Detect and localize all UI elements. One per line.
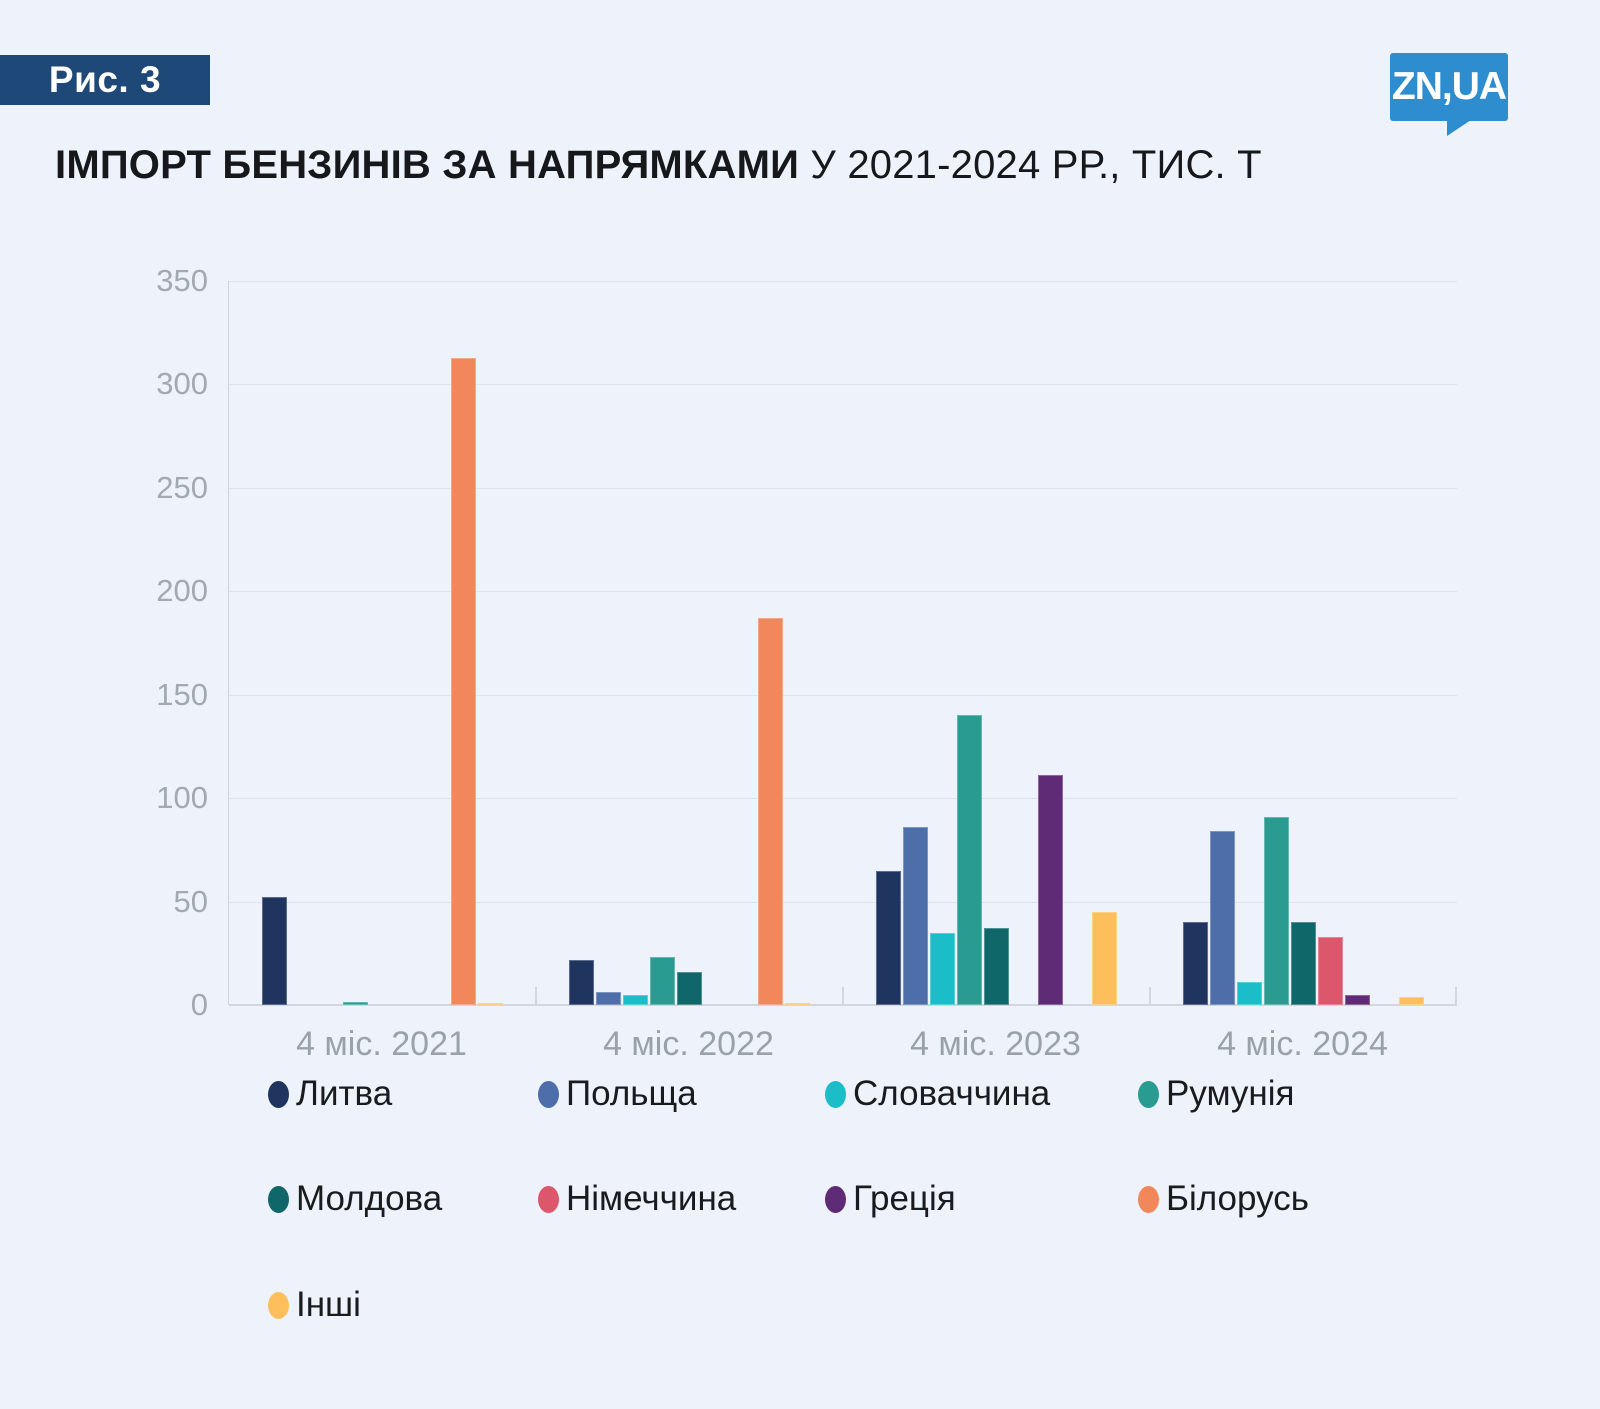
axis-tick [1455, 987, 1457, 1005]
legend-swatch [268, 1080, 289, 1108]
axis-tick [842, 987, 844, 1005]
x-axis-category-label: 4 міс. 2024 [1217, 1025, 1388, 1063]
legend-label: Литва [296, 1074, 393, 1113]
bar [1237, 982, 1262, 1005]
legend-label: Польща [566, 1074, 697, 1113]
bar [569, 959, 594, 1005]
legend-row: Інші [0, 1285, 1600, 1324]
gridline [229, 487, 1457, 489]
bar [1345, 994, 1370, 1005]
legend-row: Литва Польща Словаччина Румунія [0, 1074, 1600, 1113]
legend-item: Польща [538, 1074, 697, 1113]
legend-label: Греція [853, 1179, 956, 1218]
x-axis-category-label: 4 міс. 2023 [910, 1025, 1081, 1063]
logo-tail-icon [1447, 120, 1471, 136]
legend-label: Інші [296, 1285, 361, 1324]
page-title: ІМПОРТ БЕНЗИНІВ ЗА НАПРЯМКАМИ У 2021-202… [55, 143, 1455, 188]
gridline [229, 384, 1457, 386]
y-axis-tick-label: 50 [173, 883, 208, 919]
legend-item: Білорусь [1138, 1179, 1309, 1218]
bar [262, 897, 287, 1005]
legend-row: Молдова Німеччина Греція Білорусь [0, 1179, 1600, 1218]
bar [623, 994, 648, 1005]
axis-tick [1149, 987, 1151, 1005]
title-emphasis: ІМПОРТ БЕНЗИНІВ ЗА НАПРЯМКАМИ [55, 143, 800, 187]
bar [1399, 996, 1424, 1005]
legend-item: Молдова [268, 1179, 443, 1218]
bar [903, 827, 928, 1005]
y-axis-tick-label: 250 [156, 469, 208, 505]
gridline [229, 281, 1457, 282]
legend-swatch [538, 1185, 559, 1213]
axis-tick [535, 987, 537, 1005]
bar [1183, 922, 1208, 1005]
bar [785, 1002, 810, 1005]
bar [1318, 936, 1343, 1005]
bar [677, 971, 702, 1005]
legend-swatch [825, 1080, 846, 1108]
y-axis-tick-label: 350 [156, 263, 208, 298]
y-axis-tick-label: 150 [156, 676, 208, 712]
bar [451, 357, 476, 1005]
legend-item: Литва [268, 1074, 393, 1113]
bar [1092, 911, 1117, 1005]
bar [984, 928, 1009, 1005]
bar [650, 957, 675, 1005]
legend-label: Молдова [296, 1179, 443, 1218]
y-axis-tick-label: 100 [156, 780, 208, 816]
legend-label: Словаччина [853, 1074, 1051, 1113]
gridline [229, 798, 1457, 800]
legend-swatch [825, 1185, 846, 1213]
legend-swatch [1138, 1185, 1159, 1213]
legend-label: Румунія [1166, 1074, 1295, 1113]
bar [1264, 816, 1289, 1005]
legend-item: Словаччина [825, 1074, 1051, 1113]
bar [343, 1001, 368, 1005]
bar [1291, 922, 1316, 1005]
legend-item: Румунія [1138, 1074, 1295, 1113]
figure-badge: Рис. 3 [0, 55, 210, 105]
legend-swatch [268, 1291, 289, 1319]
legend-item: Німеччина [538, 1179, 737, 1218]
legend-label: Німеччина [566, 1179, 737, 1218]
bar [930, 932, 955, 1005]
y-axis-tick-label: 200 [156, 573, 208, 609]
bar [758, 618, 783, 1005]
gridline [229, 694, 1457, 696]
logo-text: ZN,UA [1391, 65, 1507, 108]
legend-swatch [268, 1185, 289, 1213]
y-axis-tick-label: 0 [190, 987, 208, 1022]
y-axis-tick-label: 300 [156, 366, 208, 402]
x-axis-category-label: 4 міс. 2022 [603, 1025, 774, 1063]
x-axis-category-label: 4 міс. 2021 [296, 1025, 467, 1063]
bar [957, 715, 982, 1005]
figure-label: Рис. 3 [48, 59, 162, 100]
plot-area [228, 281, 1457, 1006]
x-axis-baseline [229, 1004, 1457, 1006]
legend-item: Греція [825, 1179, 956, 1218]
legend-swatch [1138, 1080, 1159, 1108]
bar [596, 991, 621, 1005]
bar [876, 870, 901, 1005]
gridline [229, 901, 1457, 903]
bar [478, 1002, 503, 1005]
bar [1210, 831, 1235, 1005]
znua-logo: ZN,UA [1390, 53, 1508, 136]
legend-item: Інші [268, 1285, 361, 1324]
title-suffix: У 2021-2024 РР., ТИС. Т [799, 143, 1262, 187]
gridline [229, 591, 1457, 593]
legend-swatch [538, 1080, 559, 1108]
legend-label: Білорусь [1166, 1179, 1309, 1218]
bar [1038, 775, 1063, 1005]
